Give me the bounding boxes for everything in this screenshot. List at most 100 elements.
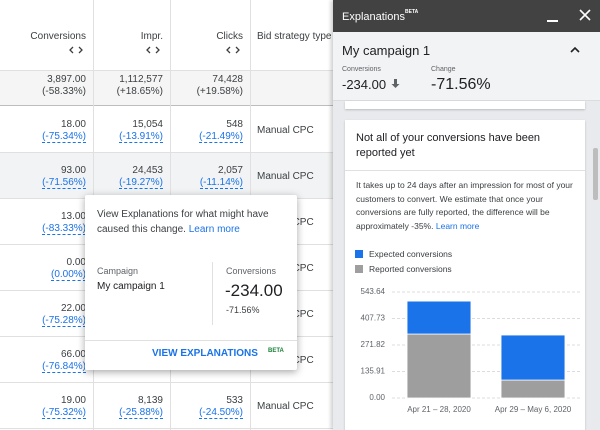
explanation-popup: View Explanations for what might have ca… (85, 195, 297, 370)
metric-value: 18.00 (60, 119, 86, 130)
collapse-button[interactable] (570, 46, 580, 53)
beta-badge: BETA (405, 9, 419, 15)
column-header: Conversions (30, 31, 86, 42)
metric-change: (-75.34%) (42, 131, 86, 143)
metric-change: (-58.33%) (42, 86, 86, 97)
close-button[interactable] (579, 9, 591, 21)
metric-value: 1,112,577 (119, 74, 163, 85)
metric-change: -71.56% (226, 305, 260, 315)
learn-more-link[interactable]: Learn more (435, 220, 480, 231)
row-divider (0, 428, 333, 429)
card-message: It takes up to 24 days after an impressi… (356, 180, 573, 231)
change-link[interactable]: (-75.34%) (42, 131, 86, 143)
change-label: Change (431, 66, 456, 73)
legend-swatch (355, 250, 363, 258)
change-link[interactable]: (-13.91%) (119, 131, 163, 143)
change-value: -71.56% (431, 76, 491, 93)
row-divider (0, 152, 333, 153)
bid-strategy: Manual CPC (257, 401, 314, 412)
bid-strategy: Manual CPC (257, 171, 314, 182)
divider (212, 262, 213, 325)
summary-row (0, 70, 333, 106)
metric-change: (-76.84%) (42, 361, 86, 373)
y-tick-label: 543.64 (361, 287, 386, 296)
panel-title: Explanations (342, 11, 405, 23)
learn-more-link[interactable]: Learn more (188, 224, 240, 235)
y-tick-label: 407.73 (361, 314, 386, 323)
metric-value: 2,057 (217, 165, 243, 176)
legend-label: Reported conversions (369, 264, 452, 274)
metric-change: (-71.56%) (42, 177, 86, 189)
metric-value: 74,428 (212, 74, 243, 85)
bar-segment (406, 333, 472, 399)
change-link[interactable]: (-19.27%) (119, 177, 163, 189)
change-link: (+18.65%) (116, 86, 163, 97)
column-header: Bid strategy type (257, 31, 332, 42)
metric-change: (-21.49%) (199, 131, 243, 143)
change-link[interactable]: (-83.33%) (42, 223, 86, 235)
metric-change: (-11.14%) (199, 177, 243, 189)
change-link[interactable]: (-21.49%) (199, 131, 243, 143)
y-tick-label: 271.82 (361, 340, 386, 349)
sort-icon[interactable] (146, 46, 160, 54)
divider (85, 340, 297, 341)
view-explanations-button[interactable]: VIEW EXPLANATIONS (152, 348, 258, 359)
metric-change: (-83.33%) (42, 223, 86, 235)
chart: 0.00 135.91 271.82 407.73 543.64 Expected con… (355, 249, 580, 414)
bar-segment (500, 334, 566, 381)
sort-icon[interactable] (226, 46, 240, 54)
beta-badge: BETA (268, 348, 284, 354)
change-link[interactable]: (-71.56%) (42, 177, 86, 189)
conversions-value: -234.00 (342, 77, 387, 92)
minimize-button[interactable] (547, 20, 558, 22)
y-tick-label: 135.91 (361, 367, 386, 376)
conversions-label: Conversions (342, 66, 381, 73)
divider (345, 170, 585, 171)
y-tick-label: 0.00 (369, 393, 385, 402)
sort-icon[interactable] (69, 46, 83, 54)
legend-swatch (355, 265, 363, 273)
metric-value: 19.00 (60, 395, 86, 406)
change-link[interactable]: (-76.84%) (42, 361, 86, 373)
bar-segment (406, 300, 472, 335)
metric-value: 548 (226, 119, 243, 130)
x-tick-label: Apr 29 – May 6, 2020 (495, 405, 572, 414)
previous-card (345, 101, 585, 109)
column-header: Clicks (216, 31, 243, 42)
metric-value: 13.00 (60, 211, 86, 222)
campaign-summary: My campaign 1 Conversions -234.00 Change… (333, 32, 600, 101)
metric-change: (-25.88%) (119, 407, 163, 419)
metric-value: -234.00 (225, 281, 283, 300)
campaign-name: My campaign 1 (97, 281, 165, 292)
x-tick-label: Apr 21 – 28, 2020 (407, 405, 471, 414)
scrollbar (593, 148, 598, 200)
down-arrow (391, 79, 400, 88)
metric-change: (+19.58%) (197, 86, 243, 97)
change-link[interactable]: (0.00%) (50, 269, 86, 281)
highlight-row (0, 152, 333, 198)
change-link[interactable]: (-75.32%) (42, 407, 86, 419)
metric-label: Conversions (226, 266, 277, 276)
metric-value: 533 (226, 395, 243, 406)
legend-label: Expected conversions (369, 249, 452, 259)
metric-value: 3,897.00 (47, 74, 86, 85)
change-link[interactable]: (-11.14%) (199, 177, 243, 189)
campaign-label: Campaign (97, 266, 139, 276)
row-divider (0, 382, 333, 383)
change-link[interactable]: (-75.28%) (42, 315, 86, 327)
card-text: It takes up to 24 days after an impressi… (356, 179, 578, 233)
bid-strategy: Manual CPC (257, 125, 314, 136)
metric-value: 22.00 (60, 303, 86, 314)
campaign-name: My campaign 1 (342, 43, 431, 58)
change-link: (-58.33%) (42, 86, 86, 97)
metric-value: 0.00 (66, 257, 86, 268)
metric-change: (0.00%) (50, 269, 86, 281)
change-link[interactable]: (-24.50%) (199, 407, 243, 419)
metric-change: (-75.32%) (42, 407, 86, 419)
card-title: Not all of your conversions have been re… (356, 132, 541, 159)
metric-value: 66.00 (60, 349, 86, 360)
change-link[interactable]: (-25.88%) (119, 407, 163, 419)
metric-value: 24,453 (132, 165, 163, 176)
popup-text: View Explanations for what might have ca… (97, 207, 287, 237)
